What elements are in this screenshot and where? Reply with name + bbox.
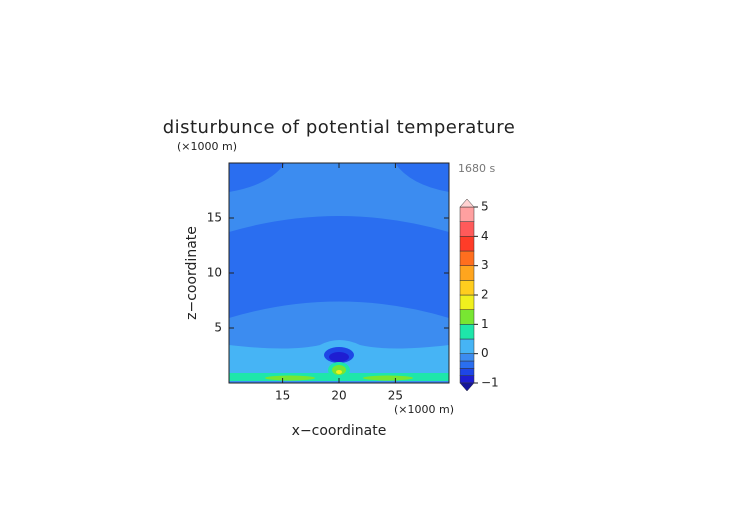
colorbar-band xyxy=(459,360,475,369)
colorbar-band xyxy=(459,250,475,266)
colorbar-tick-label: 2 xyxy=(481,288,489,302)
colorbar-over xyxy=(459,198,475,208)
y-tick-label: 15 xyxy=(207,211,222,225)
y-tick-label: 5 xyxy=(214,321,222,335)
colorbar-band xyxy=(459,206,475,222)
colorbar-band xyxy=(459,375,475,384)
colorbar-band xyxy=(459,309,475,325)
x-axis-label: x−coordinate xyxy=(292,423,387,439)
x-unit: (×1000 m) xyxy=(394,403,454,416)
y-axis-label: z−coordinate xyxy=(184,226,200,320)
colorbar-band xyxy=(459,236,475,252)
colorbar-band xyxy=(459,368,475,376)
chart-title: disturbunce of potential temperature xyxy=(163,117,516,138)
colorbar-tick-label: 4 xyxy=(481,229,489,243)
y-tick-label: 10 xyxy=(207,266,222,280)
colorbar-band xyxy=(459,265,475,281)
colorbar-tick-label: 5 xyxy=(481,200,489,214)
colorbar-under xyxy=(459,382,475,392)
colorbar-tick-label: 0 xyxy=(481,346,489,360)
x-tick-label: 25 xyxy=(388,389,403,403)
colorbar-tick-label: 1 xyxy=(481,317,489,331)
colorbar-band xyxy=(459,221,475,237)
contour-field xyxy=(228,162,450,384)
colorbar-tick-label: −1 xyxy=(481,376,499,390)
colorbar-band xyxy=(459,280,475,296)
x-tick-label: 15 xyxy=(275,389,290,403)
colorbar-band xyxy=(459,353,475,362)
y-unit: (×1000 m) xyxy=(177,140,237,153)
colorbar-tick-label: 3 xyxy=(481,258,489,272)
colorbar-band xyxy=(459,338,475,354)
colorbar-band xyxy=(459,324,475,340)
colorbar-band xyxy=(459,294,475,310)
time-label: 1680 s xyxy=(458,162,495,175)
x-tick-label: 20 xyxy=(331,389,346,403)
